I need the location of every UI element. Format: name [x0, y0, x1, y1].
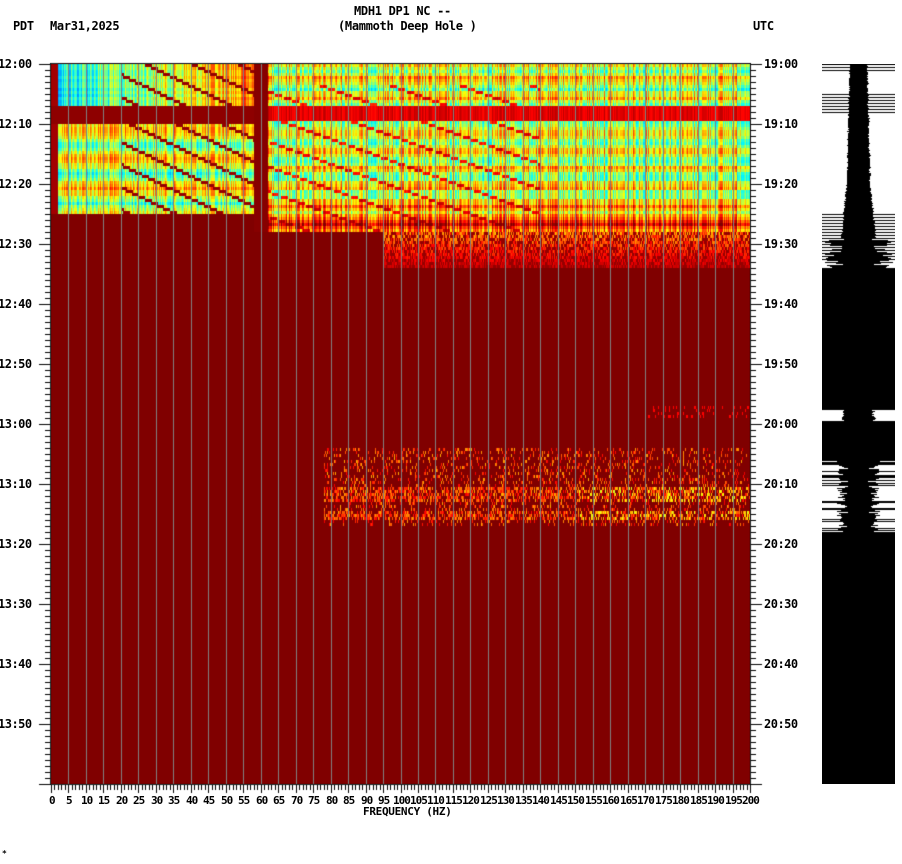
x-tick-label: 160	[602, 794, 620, 807]
x-tick-label: 110	[427, 794, 445, 807]
y-tick-label-left: 13:10	[0, 477, 32, 491]
footer-mark: *	[2, 849, 7, 858]
x-tick-label: 0	[49, 794, 56, 807]
x-tick-label: 75	[308, 794, 320, 807]
y-tick-label-right: 19:30	[764, 237, 798, 251]
x-tick-label: 55	[238, 794, 250, 807]
y-tick-label-left: 12:20	[0, 177, 32, 191]
x-tick-label: 155	[585, 794, 603, 807]
y-tick-label-left: 13:40	[0, 657, 32, 671]
y-tick-label-right: 20:20	[764, 537, 798, 551]
x-tick-label: 65	[273, 794, 285, 807]
y-tick-label-left: 13:50	[0, 717, 32, 731]
y-tick-label-right: 20:50	[764, 717, 798, 731]
y-tick-label-right: 20:10	[764, 477, 798, 491]
x-tick-label: 15	[98, 794, 110, 807]
x-tick-label: 90	[361, 794, 373, 807]
y-tick-label-left: 12:10	[0, 117, 32, 131]
x-tick-label: 165	[620, 794, 638, 807]
x-tick-label: 185	[690, 794, 708, 807]
x-tick-label: 35	[168, 794, 180, 807]
x-tick-label: 200	[742, 794, 760, 807]
x-tick-label: 190	[707, 794, 725, 807]
x-tick-label: 115	[445, 794, 463, 807]
x-tick-label: 80	[326, 794, 338, 807]
y-tick-label-right: 19:40	[764, 297, 798, 311]
x-tick-label: 145	[550, 794, 568, 807]
x-tick-label: 85	[343, 794, 355, 807]
x-tick-label: 50	[221, 794, 233, 807]
y-tick-label-left: 12:50	[0, 357, 32, 371]
x-tick-label: 40	[186, 794, 198, 807]
y-tick-label-right: 19:20	[764, 177, 798, 191]
x-tick-label: 95	[378, 794, 390, 807]
x-tick-label: 130	[497, 794, 515, 807]
y-tick-label-left: 12:40	[0, 297, 32, 311]
y-tick-label-right: 19:00	[764, 57, 798, 71]
x-tick-label: 180	[672, 794, 690, 807]
y-tick-label-right: 19:50	[764, 357, 798, 371]
y-tick-label-left: 13:30	[0, 597, 32, 611]
x-tick-label: 170	[637, 794, 655, 807]
x-tick-label: 105	[410, 794, 428, 807]
x-axis-title: FREQUENCY (HZ)	[363, 805, 452, 818]
x-tick-label: 70	[291, 794, 303, 807]
y-tick-label-left: 12:00	[0, 57, 32, 71]
y-tick-label-left: 13:00	[0, 417, 32, 431]
y-tick-label-right: 19:10	[764, 117, 798, 131]
x-tick-label: 5	[66, 794, 73, 807]
y-tick-label-right: 20:00	[764, 417, 798, 431]
x-tick-label: 135	[515, 794, 533, 807]
x-tick-label: 120	[462, 794, 480, 807]
x-tick-label: 60	[256, 794, 268, 807]
y-tick-label-right: 20:40	[764, 657, 798, 671]
x-tick-label: 45	[203, 794, 215, 807]
x-tick-label: 30	[151, 794, 163, 807]
x-tick-label: 140	[532, 794, 550, 807]
y-tick-label-left: 12:30	[0, 237, 32, 251]
x-tick-label: 195	[725, 794, 743, 807]
x-tick-label: 20	[116, 794, 128, 807]
x-tick-label: 100	[393, 794, 411, 807]
x-tick-label: 150	[567, 794, 585, 807]
y-tick-label-right: 20:30	[764, 597, 798, 611]
x-tick-label: 25	[133, 794, 145, 807]
x-tick-label: 125	[480, 794, 498, 807]
waveform-panel	[822, 64, 895, 784]
x-tick-label: 10	[81, 794, 93, 807]
y-tick-label-left: 13:20	[0, 537, 32, 551]
x-tick-label: 175	[655, 794, 673, 807]
